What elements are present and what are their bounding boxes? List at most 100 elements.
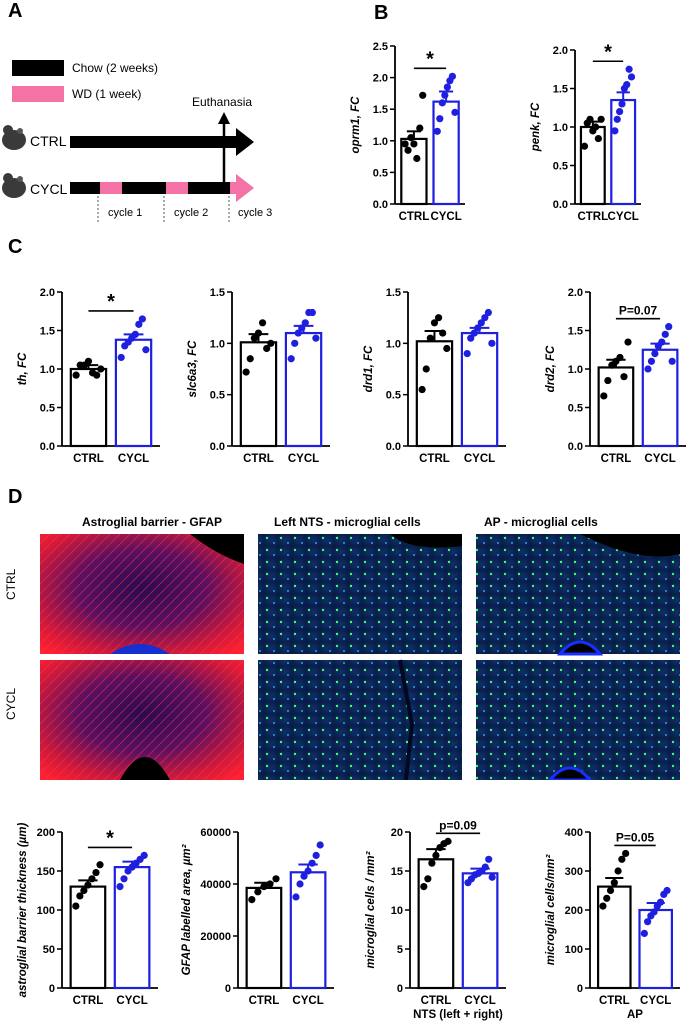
data-point: [292, 893, 300, 901]
y-tick-label: 40000: [200, 879, 231, 891]
y-tick-label: 0.5: [553, 161, 568, 173]
y-tick-label: 1.5: [386, 287, 401, 299]
data-point: [580, 142, 589, 150]
micrograph-cycl-nts: [258, 659, 462, 780]
y-tick-label: 0.5: [40, 403, 55, 415]
y-tick-label: 1.5: [568, 326, 583, 338]
data-point: [467, 334, 475, 342]
data-point: [594, 134, 602, 143]
cycle-label-1: cycle 1: [108, 207, 142, 219]
data-point: [665, 323, 673, 331]
data-point: [242, 368, 250, 376]
data-point: [599, 902, 607, 910]
data-point: [296, 880, 304, 888]
cycl-wd-1: [100, 182, 122, 194]
data-point: [470, 329, 478, 337]
data-point: [246, 355, 254, 363]
data-point: [80, 886, 88, 895]
data-point: [604, 376, 612, 385]
data-point: [428, 859, 436, 867]
y-tick-label: 200: [565, 905, 583, 917]
data-point: [448, 72, 456, 80]
data-point: [420, 883, 428, 891]
x-tick-label: CTRL: [73, 453, 104, 465]
data-point: [485, 855, 493, 863]
y-tick-label: 50: [43, 944, 55, 956]
significance-label: *: [106, 827, 114, 849]
data-point: [474, 324, 482, 332]
bar-ctrl: [597, 366, 635, 448]
y-tick-label: 0.5: [373, 167, 388, 179]
panel-a-letter: A: [8, 0, 23, 22]
data-point: [291, 339, 299, 347]
y-axis-label: oprm1, FC: [350, 96, 362, 154]
data-point: [117, 353, 125, 362]
x-tick-label: CYCL: [116, 995, 147, 1007]
data-point: [625, 65, 633, 73]
data-point: [663, 886, 671, 895]
x-tick-label: CTRL: [243, 453, 274, 465]
y-tick-label: 2.0: [40, 287, 55, 299]
significance-label: *: [604, 41, 612, 63]
bar-ctrl: [415, 340, 454, 448]
y-tick-label: 15: [391, 866, 403, 878]
x-tick-label: CTRL: [601, 453, 632, 465]
data-point: [97, 365, 105, 373]
panel-c-letter: C: [8, 236, 23, 258]
y-tick-label: 100: [565, 944, 583, 956]
x-axis-label: NTS (left + right): [413, 1009, 503, 1021]
data-point: [120, 875, 128, 883]
data-point: [424, 875, 432, 883]
y-tick-label: 1.0: [386, 338, 401, 350]
data-point: [481, 314, 489, 322]
cycl-wd-2: [166, 182, 188, 194]
data-point: [72, 902, 80, 910]
bar-ctrl: [596, 885, 632, 990]
x-axis-label: AP: [627, 1009, 643, 1021]
data-point: [591, 123, 600, 131]
data-point: [627, 73, 636, 81]
y-tick-label: 0: [577, 983, 583, 995]
cycl-arrow-head: [236, 174, 254, 202]
data-point: [443, 83, 451, 91]
significance-label: *: [426, 48, 434, 70]
micrograph-ctrl-ap: [476, 534, 680, 656]
y-tick-label: 0.0: [373, 199, 388, 211]
y-tick-label: 1.0: [553, 122, 568, 134]
cycle-label-3: cycle 3: [238, 207, 272, 219]
data-point: [254, 888, 262, 896]
y-tick-label: 300: [565, 866, 583, 878]
data-point: [484, 308, 492, 317]
bar-ctrl: [239, 341, 278, 448]
image-title-gfap: Astroglial barrier - GFAP: [82, 515, 223, 529]
group-label-cycl: CYCL: [30, 181, 68, 197]
data-point: [84, 357, 93, 365]
data-point: [463, 350, 471, 358]
data-point: [600, 392, 608, 400]
data-point: [618, 100, 626, 108]
bar-ctrl: [69, 367, 108, 448]
y-tick-label: 0: [225, 983, 231, 995]
data-point: [618, 855, 626, 863]
image-row-label-cycl: CYCL: [4, 687, 18, 720]
data-point: [308, 308, 316, 317]
data-point: [443, 344, 451, 353]
y-tick-label: 400: [565, 827, 583, 839]
y-axis-label: drd1, FC: [363, 345, 375, 392]
data-point: [308, 859, 316, 867]
y-tick-label: 1.5: [210, 287, 225, 299]
x-tick-label: CYCL: [640, 995, 671, 1007]
data-point: [88, 875, 96, 883]
data-point: [250, 334, 258, 342]
data-point: [312, 851, 320, 859]
data-point: [623, 81, 631, 89]
image-title-ap: AP - microglial cells: [484, 515, 598, 529]
y-tick-label: 60000: [200, 827, 231, 839]
data-point: [401, 140, 409, 148]
cycl-chow-1: [70, 182, 100, 194]
bar-cycl: [461, 872, 499, 990]
x-tick-label: CTRL: [419, 453, 450, 465]
panel-d-letter: D: [8, 486, 23, 508]
data-point: [668, 357, 676, 365]
data-point: [419, 91, 427, 99]
